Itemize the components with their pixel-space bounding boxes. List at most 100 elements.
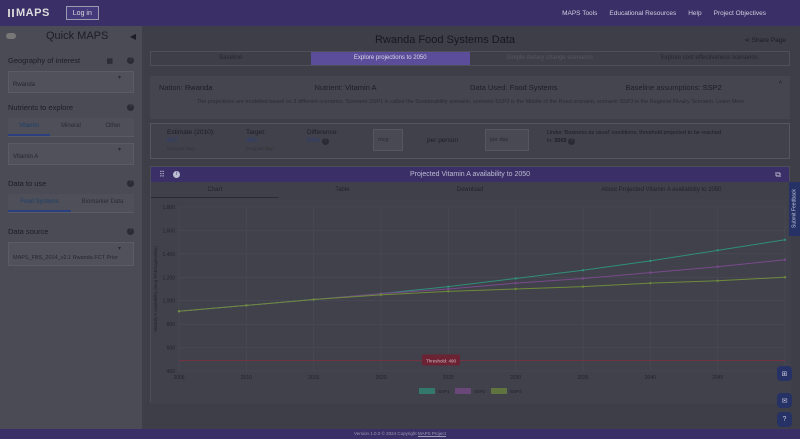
nation-field: Nation: Rwanda — [159, 83, 315, 92]
difference-stat: Difference: 93% ? — [307, 129, 338, 145]
data-point-ssp3 — [447, 290, 450, 293]
chat-icon[interactable]: ✉ — [777, 393, 792, 408]
unit-select[interactable]: mcg — [373, 129, 403, 151]
share-icon: ⋖ — [744, 37, 750, 44]
collapse-arrow-icon[interactable]: ◀ — [129, 31, 136, 41]
main-content: Rwanda Food Systems Data ⋖ Share Page Ba… — [142, 26, 800, 429]
baseline-label: Baseline assumptions: — [625, 83, 701, 92]
geography-info-icon[interactable]: ? — [127, 57, 134, 64]
tab-biomarker-data[interactable]: Biomarker Data — [81, 199, 124, 205]
target-value: 490 — [246, 137, 257, 144]
data-point-ssp2 — [716, 265, 719, 268]
series-line-ssp3 — [178, 276, 786, 312]
tab-cost-effectiveness[interactable]: Explore cost effectiveness scenarios — [660, 55, 758, 61]
top-navbar: MAPS Log in MAPS Tools Educational Resou… — [0, 0, 800, 26]
bau-description: Under 'Business as usual' conditions, th… — [547, 130, 722, 144]
data-point-ssp1 — [514, 277, 517, 280]
tab-food-systems[interactable]: Food Systems — [8, 194, 71, 212]
geography-select[interactable]: ▾ Rwanda — [8, 71, 134, 93]
expand-icon[interactable]: ⧉ — [775, 169, 781, 179]
period-select[interactable]: per day — [485, 129, 529, 151]
nav-project-objectives[interactable]: Project Objectives — [713, 9, 766, 17]
difference-value: 93% — [307, 137, 321, 144]
data-used-label: Data Used: — [470, 83, 508, 92]
y-tick-label: 1,400 — [162, 252, 175, 258]
chevron-down-icon: ▾ — [117, 75, 121, 81]
target-stat: Target: 490 (mcg per day) — [246, 129, 274, 153]
tab-chart[interactable]: Chart — [151, 182, 279, 198]
x-tick-label: 2020 — [375, 375, 386, 381]
nutrient-label: Nutrient: — [314, 83, 343, 92]
nutrient-select[interactable]: ▾ Vitamin A — [8, 143, 134, 165]
learn-more-link[interactable]: Learn More — [716, 99, 745, 105]
maps-logo[interactable]: MAPS — [8, 7, 50, 19]
tab-other[interactable]: Other — [105, 123, 121, 129]
scenario-tabs: Baseline Explore projections to 2050 Sim… — [150, 51, 790, 66]
chevron-up-icon[interactable]: ^ — [778, 81, 782, 88]
nav-maps-tools[interactable]: MAPS Tools — [562, 9, 598, 17]
data-used-field: Data Used: Food Systems — [470, 83, 626, 92]
legend-label-ssp1: SSP1 — [438, 389, 450, 394]
nutrient-type-tabs: Vitamin Mineral Other — [8, 118, 134, 137]
tab-vitamin[interactable]: Vitamin — [8, 118, 50, 136]
map-icon[interactable]: ▦ — [106, 57, 113, 65]
data-point-ssp1 — [716, 249, 719, 252]
tab-dietary-change[interactable]: Simple dietary change scenarios — [506, 55, 594, 61]
legend-swatch-ssp2 — [455, 388, 471, 394]
nation-label: Nation: — [159, 83, 183, 92]
share-page-button[interactable]: ⋖ Share Page — [744, 36, 786, 44]
source-info-icon[interactable]: ? — [127, 228, 134, 235]
sidebar-toggle[interactable] — [6, 33, 16, 39]
data-to-use-label: Data to use — [8, 179, 47, 188]
chart-header: ⠿ i Projected Vitamin A availability to … — [151, 167, 789, 182]
data-type-tabs: Food Systems Biomarker Data — [8, 194, 134, 213]
grid-icon[interactable]: ⊞ — [777, 366, 792, 381]
tab-baseline[interactable]: Baseline — [219, 55, 243, 61]
nav-help[interactable]: Help — [688, 9, 702, 17]
legend-label-ssp3: SSP3 — [510, 389, 522, 394]
tab-table[interactable]: Table — [335, 187, 350, 193]
data-used-value: Food Systems — [509, 83, 558, 92]
chart-plot-area: 400 600 800 1,000 1,200 1,400 1,600 1,800 2005 20… — [151, 199, 791, 404]
share-label: Share Page — [751, 37, 786, 44]
footer-link[interactable]: MAPS Project — [417, 431, 446, 436]
x-tick-label: 2015 — [308, 375, 319, 381]
nutrients-label: Nutrients to explore — [8, 103, 74, 112]
tab-mineral[interactable]: Mineral — [61, 123, 81, 129]
submit-feedback-button[interactable]: Submit Feedback — [789, 182, 800, 236]
y-tick-label: 1,000 — [162, 299, 175, 305]
x-tick-label: 2030 — [510, 375, 521, 381]
help-icon[interactable]: ? — [777, 412, 792, 427]
unit-value: mcg — [378, 137, 389, 143]
y-tick-label: 600 — [167, 346, 176, 352]
chevron-down-icon: ▾ — [117, 246, 121, 252]
data-point-ssp3 — [581, 285, 585, 288]
y-tick-label: 1,600 — [162, 228, 175, 234]
data-source-select[interactable]: ▾ MAPS_FBS_2014_v2.1 Rwanda FCT Prior — [8, 242, 134, 266]
y-tick-label: 1,800 — [162, 205, 175, 211]
data-info-icon[interactable]: ? — [127, 180, 134, 187]
tab-about-chart[interactable]: About Projected Vitamin A availability t… — [601, 187, 722, 193]
tab-download[interactable]: Download — [456, 187, 484, 193]
chart-info-icon[interactable]: i — [172, 171, 180, 178]
bau-info-icon[interactable]: ? — [568, 138, 576, 145]
data-point-ssp3 — [245, 304, 248, 307]
data-point-ssp2 — [783, 258, 787, 261]
nav-educational-resources[interactable]: Educational Resources — [609, 9, 677, 17]
nutrient-field-value: Vitamin A — [344, 83, 377, 92]
chart-tabs: Chart Table Download About Projected Vit… — [151, 182, 789, 198]
top-nav-links: MAPS Tools Educational Resources Help Pr… — [562, 10, 766, 17]
geography-value: Rwanda — [13, 82, 36, 88]
tab-projections[interactable]: Explore projections to 2050 — [310, 52, 470, 65]
period-value: per day — [490, 137, 509, 143]
footer: Version 1.0.0 © 2024 Copyright MAPS Proj… — [0, 429, 800, 439]
difference-info-icon[interactable]: ? — [321, 138, 329, 145]
login-button[interactable]: Log in — [65, 6, 99, 20]
data-point-ssp2 — [447, 287, 450, 291]
chart-title: Projected Vitamin A availability to 2050 — [409, 171, 531, 178]
nutrients-info-icon[interactable]: ? — [127, 104, 134, 111]
drag-handle-icon[interactable]: ⠿ — [159, 170, 165, 179]
target-unit: (mcg per day) — [246, 146, 274, 151]
y-tick-label: 800 — [167, 322, 176, 328]
sidebar: Quick MAPS ◀ Geography of interest ▦? ▾ Rw… — [0, 26, 142, 429]
